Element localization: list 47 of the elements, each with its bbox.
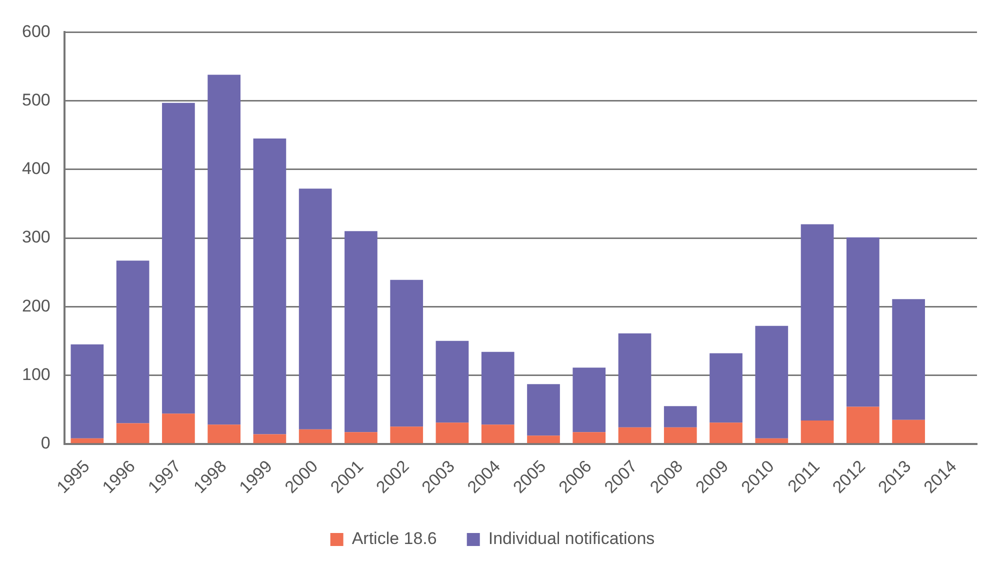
bar xyxy=(116,260,150,424)
y-tick-label: 500 xyxy=(22,90,50,110)
bar xyxy=(664,406,697,428)
bar xyxy=(70,438,104,444)
y-tick-label: 600 xyxy=(22,22,50,41)
bar xyxy=(344,231,378,432)
bar xyxy=(298,429,332,444)
bar xyxy=(710,422,742,444)
bar xyxy=(253,434,286,444)
bar xyxy=(116,423,150,444)
bar xyxy=(892,420,925,444)
y-tick-label: 300 xyxy=(22,228,50,247)
y-tick-label: 200 xyxy=(22,296,50,316)
bar xyxy=(755,438,788,444)
bar xyxy=(162,102,195,414)
bar xyxy=(481,352,514,425)
y-tick-label: 0 xyxy=(40,434,50,453)
bar xyxy=(162,414,195,444)
bar xyxy=(344,432,378,444)
bar xyxy=(298,188,332,430)
bar xyxy=(800,224,834,421)
bar xyxy=(664,427,697,444)
bar xyxy=(527,436,560,444)
y-tick-label: 400 xyxy=(22,159,50,178)
legend-label: Article 18.6 xyxy=(352,529,437,548)
bar xyxy=(846,237,880,407)
y-tick-label: 100 xyxy=(22,364,50,384)
bar xyxy=(527,384,560,436)
bar xyxy=(892,299,925,420)
bar xyxy=(572,432,606,444)
bar xyxy=(436,422,469,444)
bar xyxy=(208,424,241,444)
bar xyxy=(390,426,424,444)
bar xyxy=(253,138,286,434)
bar xyxy=(618,333,652,428)
bar xyxy=(572,368,606,432)
bar xyxy=(800,420,834,444)
bar xyxy=(436,340,469,423)
bar xyxy=(710,353,742,423)
bar xyxy=(481,424,514,444)
bar xyxy=(390,280,424,427)
bar xyxy=(70,344,104,438)
bar xyxy=(618,427,652,444)
bar xyxy=(755,326,788,438)
legend-label: Individual notifications xyxy=(488,529,655,548)
bar xyxy=(208,74,241,425)
bar xyxy=(846,406,880,444)
